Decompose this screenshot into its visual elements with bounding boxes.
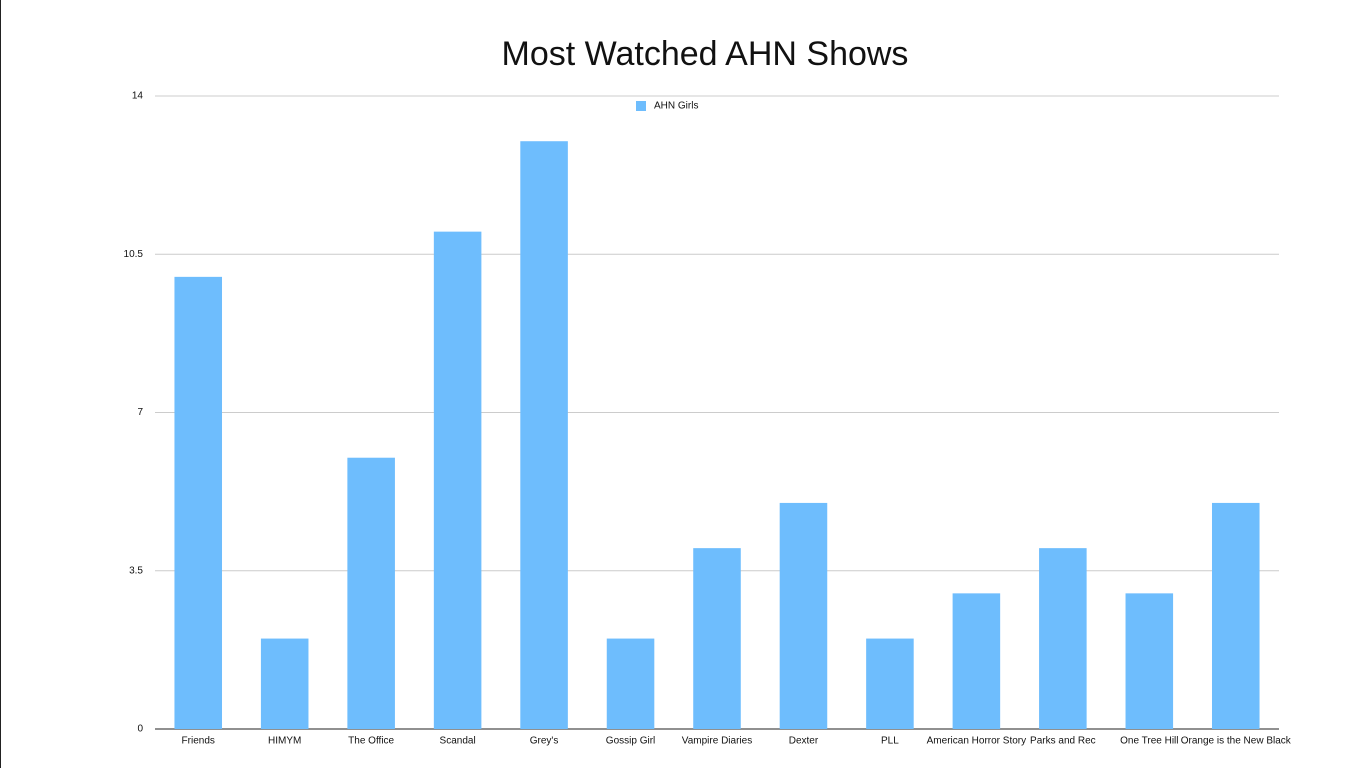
- x-tick-label: Dexter: [789, 736, 819, 747]
- y-tick-label: 3.5: [129, 565, 143, 576]
- legend-label: AHN Girls: [654, 101, 698, 112]
- bar: [693, 548, 741, 729]
- x-tick-label: Friends: [182, 736, 215, 747]
- bar: [433, 231, 482, 729]
- bar: [1125, 593, 1174, 729]
- bar: [1039, 548, 1087, 729]
- x-tick-label: Vampire Diaries: [682, 736, 752, 747]
- bar: [1211, 502, 1260, 729]
- x-tick-label: Gossip Girl: [606, 736, 655, 747]
- bar: [174, 276, 223, 729]
- x-tick-label: Grey's: [530, 736, 559, 747]
- y-tick-label: 0: [137, 724, 143, 735]
- bar: [260, 638, 309, 729]
- legend-swatch: [636, 101, 646, 111]
- y-tick-label: 14: [132, 91, 144, 102]
- x-tick-label: One Tree Hill: [1120, 736, 1178, 747]
- bar: [520, 141, 568, 729]
- x-tick-label: Orange is the New Black: [1181, 736, 1292, 747]
- bar: [952, 593, 1001, 729]
- x-tick-label: PLL: [881, 736, 899, 747]
- y-tick-label: 10.5: [124, 249, 144, 260]
- chart-title: Most Watched AHN Shows: [502, 35, 909, 73]
- bar: [866, 638, 914, 729]
- y-tick-label: 7: [137, 407, 143, 418]
- x-tick-label: American Horror Story: [927, 736, 1026, 747]
- x-tick-label: The Office: [348, 736, 394, 747]
- bar: [779, 502, 828, 729]
- x-tick-label: HIMYM: [268, 736, 301, 747]
- x-tick-label: Scandal: [440, 736, 476, 747]
- bar: [347, 457, 395, 729]
- x-tick-label: Parks and Rec: [1030, 736, 1096, 747]
- bar: [606, 638, 655, 729]
